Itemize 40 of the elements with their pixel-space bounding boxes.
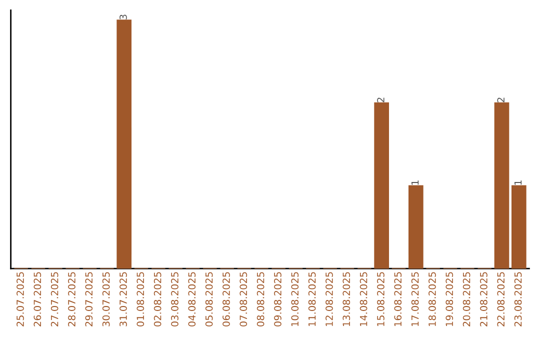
x-tick-label: 23.08.2025	[514, 272, 522, 326]
x-tick-label: 13.08.2025	[342, 272, 350, 326]
data-label: 1	[412, 180, 419, 185]
bar	[408, 185, 424, 269]
x-tick-label: 29.07.2025	[85, 272, 93, 326]
x-tick-label: 11.08.2025	[308, 272, 316, 326]
x-tick-label: 31.07.2025	[120, 272, 127, 326]
x-tick-label: 25.07.2025	[16, 272, 24, 326]
x-tick-label: 26.07.2025	[34, 272, 42, 326]
x-tick-label: 17.08.2025	[411, 272, 419, 326]
bar	[494, 102, 510, 269]
x-tick-label: 18.08.2025	[428, 272, 436, 326]
x-tick-label: 27.07.2025	[50, 272, 58, 326]
data-label: 2	[497, 98, 504, 102]
x-tick-label: 20.08.2025	[462, 272, 470, 326]
x-tick-label: 07.08.2025	[240, 272, 248, 326]
data-label: 3	[120, 14, 127, 20]
bar	[511, 185, 526, 269]
x-tick-label: 28.07.2025	[68, 272, 76, 326]
x-tick-label: 04.08.2025	[188, 272, 196, 326]
x-tick-label: 19.08.2025	[446, 272, 454, 326]
x-tick-label: 09.08.2025	[274, 272, 282, 326]
x-tick-label: 16.08.2025	[394, 272, 402, 326]
x-tick-label: 10.08.2025	[291, 272, 299, 326]
x-tick-label: 06.08.2025	[222, 272, 230, 326]
x-tick-label: 14.08.2025	[360, 272, 368, 326]
data-label: 2	[377, 98, 384, 102]
bar	[374, 102, 389, 269]
x-tick-label: 01.08.2025	[136, 272, 144, 326]
x-tick-label: 12.08.2025	[326, 272, 333, 326]
data-label: 1	[514, 180, 522, 185]
x-tick-label: 05.08.2025	[205, 272, 213, 326]
x-tick-label: 22.08.2025	[497, 272, 505, 326]
x-tick-label: 21.08.2025	[480, 272, 488, 326]
x-tick-label: 03.08.2025	[171, 272, 178, 326]
x-tick-label: 08.08.2025	[256, 272, 264, 326]
bar	[116, 20, 132, 269]
x-tick-label: 30.07.2025	[102, 272, 110, 326]
x-tick-label: 02.08.2025	[154, 272, 162, 326]
x-tick-label: 15.08.2025	[377, 272, 384, 326]
